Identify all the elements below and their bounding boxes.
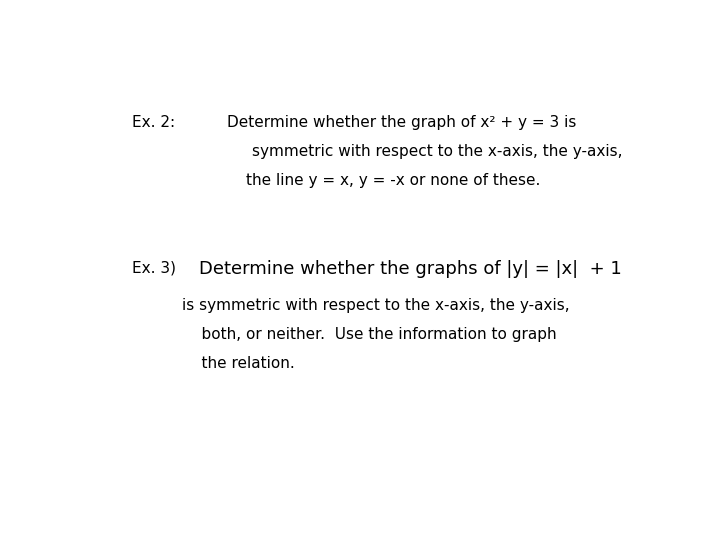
Text: Determine whether the graphs of |y| = |x|  + 1: Determine whether the graphs of |y| = |x… [199, 260, 621, 278]
Text: is symmetric with respect to the x-axis, the y-axis,: is symmetric with respect to the x-axis,… [182, 298, 570, 313]
Text: both, or neither.  Use the information to graph: both, or neither. Use the information to… [182, 327, 557, 342]
Text: the line y = x, y = -x or none of these.: the line y = x, y = -x or none of these. [246, 173, 541, 188]
Text: Determine whether the graph of x² + y = 3 is: Determine whether the graph of x² + y = … [227, 114, 576, 130]
Text: symmetric with respect to the x-axis, the y-axis,: symmetric with respect to the x-axis, th… [252, 144, 622, 159]
Text: the relation.: the relation. [182, 356, 294, 371]
Text: Ex. 3): Ex. 3) [132, 260, 176, 275]
Text: Ex. 2:: Ex. 2: [132, 114, 175, 130]
